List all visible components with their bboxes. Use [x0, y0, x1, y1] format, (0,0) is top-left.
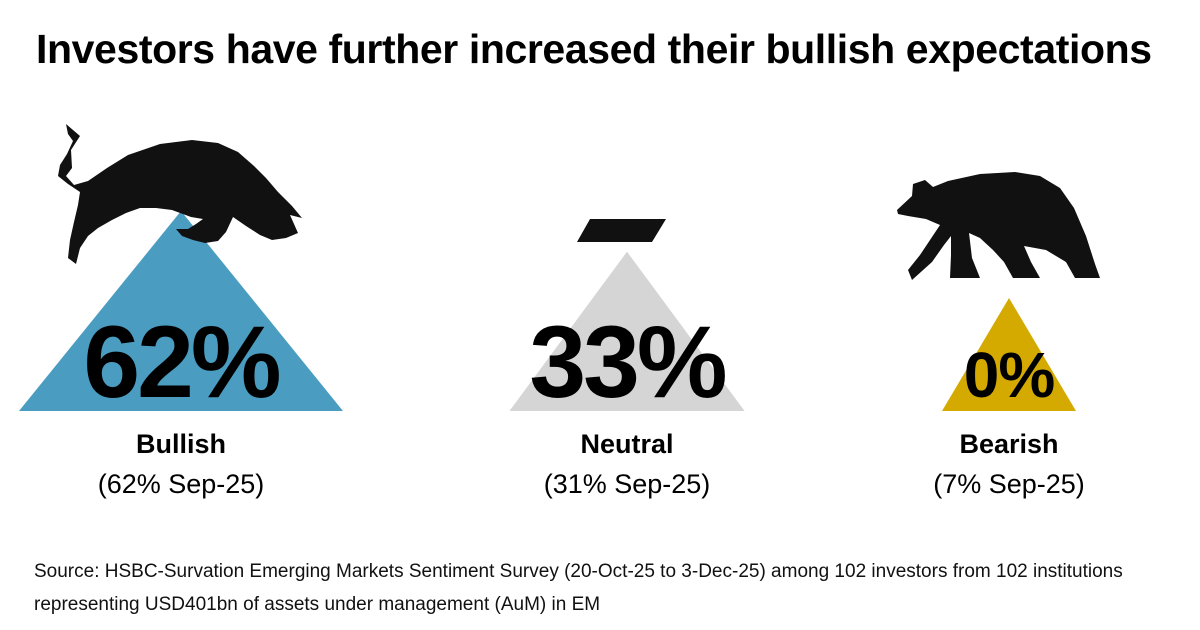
bearish-triangle: [942, 298, 1076, 411]
neutral-category-label: Neutral: [580, 429, 673, 459]
bear-icon: [897, 172, 1100, 280]
neutral-value-label: 33%: [529, 305, 724, 419]
bearish-previous-label: (7% Sep-25): [933, 469, 1085, 499]
neutral-previous-label: (31% Sep-25): [544, 469, 711, 499]
bullish-value-label: 62%: [83, 305, 278, 419]
bull-icon: [58, 124, 302, 264]
neutral-plate-icon: [577, 219, 666, 242]
bearish-value-label: 0%: [964, 339, 1055, 411]
bearish-category-label: Bearish: [959, 429, 1058, 459]
bullish-triangle: [19, 211, 343, 411]
bullish-previous-label: (62% Sep-25): [98, 469, 265, 499]
chart-title: Investors have further increased their b…: [36, 26, 1152, 72]
bullish-category-label: Bullish: [136, 429, 226, 459]
source-note: Source: HSBC-Survation Emerging Markets …: [34, 561, 1123, 615]
neutral-triangle: [509, 251, 745, 411]
